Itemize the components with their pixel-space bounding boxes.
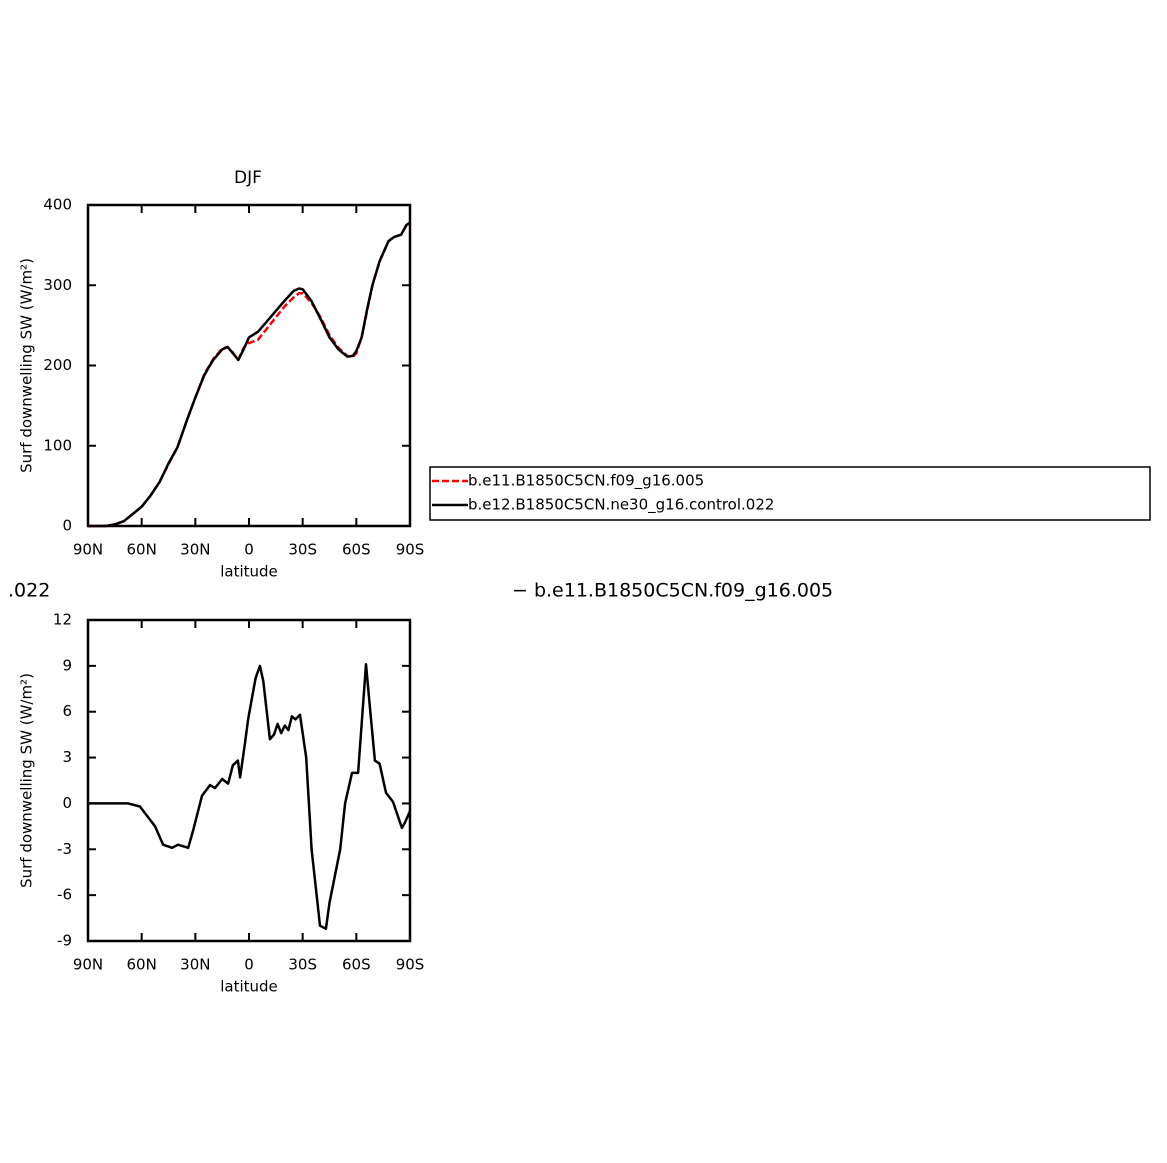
x-tick-label: 90N (73, 541, 103, 559)
x-tick-label: 0 (244, 956, 254, 974)
x-tick-label: 30N (180, 541, 210, 559)
x-tick-label: 30S (288, 956, 317, 974)
series-line (88, 221, 411, 528)
y-tick-label: 9 (62, 656, 72, 674)
x-tick-label: 30S (288, 541, 317, 559)
x-tick-label: 30N (180, 956, 210, 974)
x-tick-label: 60N (127, 956, 157, 974)
y-tick-label: 200 (43, 356, 72, 374)
series-line (88, 663, 412, 931)
x-tick-label: 0 (244, 541, 254, 559)
panel-title-right: − b.e11.B1850C5CN.f09_g16.005 (512, 580, 833, 602)
y-axis-label: Surf downwelling SW (W/m²) (18, 258, 36, 473)
y-tick-label: 300 (43, 276, 72, 294)
y-tick-label: -6 (57, 886, 72, 904)
y-tick-label: 12 (53, 611, 72, 629)
x-tick-label: 60S (342, 541, 371, 559)
x-tick-label: 60N (127, 541, 157, 559)
y-tick-label: 0 (62, 517, 72, 535)
y-tick-label: 0 (62, 794, 72, 812)
x-axis-label: latitude (220, 563, 278, 581)
x-tick-label: 60S (342, 956, 371, 974)
y-tick-label: -9 (57, 932, 72, 950)
series-line (88, 221, 411, 528)
y-axis-label: Surf downwelling SW (W/m²) (18, 673, 36, 888)
x-tick-label: 90N (73, 956, 103, 974)
plot-frame (86, 618, 412, 943)
plot-frame (86, 203, 412, 528)
chart-title: DJF (234, 168, 262, 188)
legend-label: b.e12.B1850C5CN.ne30_g16.control.022 (468, 496, 774, 515)
y-tick-label: 3 (62, 748, 72, 766)
y-tick-label: 6 (62, 702, 72, 720)
legend-box (429, 466, 1151, 521)
y-tick-label: 100 (43, 436, 72, 454)
x-tick-label: 90S (396, 541, 425, 559)
legend-label: b.e11.B1850C5CN.f09_g16.005 (468, 472, 704, 491)
y-tick-label: -3 (57, 840, 72, 858)
y-tick-label: 400 (43, 196, 72, 214)
x-axis-label: latitude (220, 978, 278, 996)
x-tick-label: 90S (396, 956, 425, 974)
panel-title-left: .022 (8, 580, 50, 602)
